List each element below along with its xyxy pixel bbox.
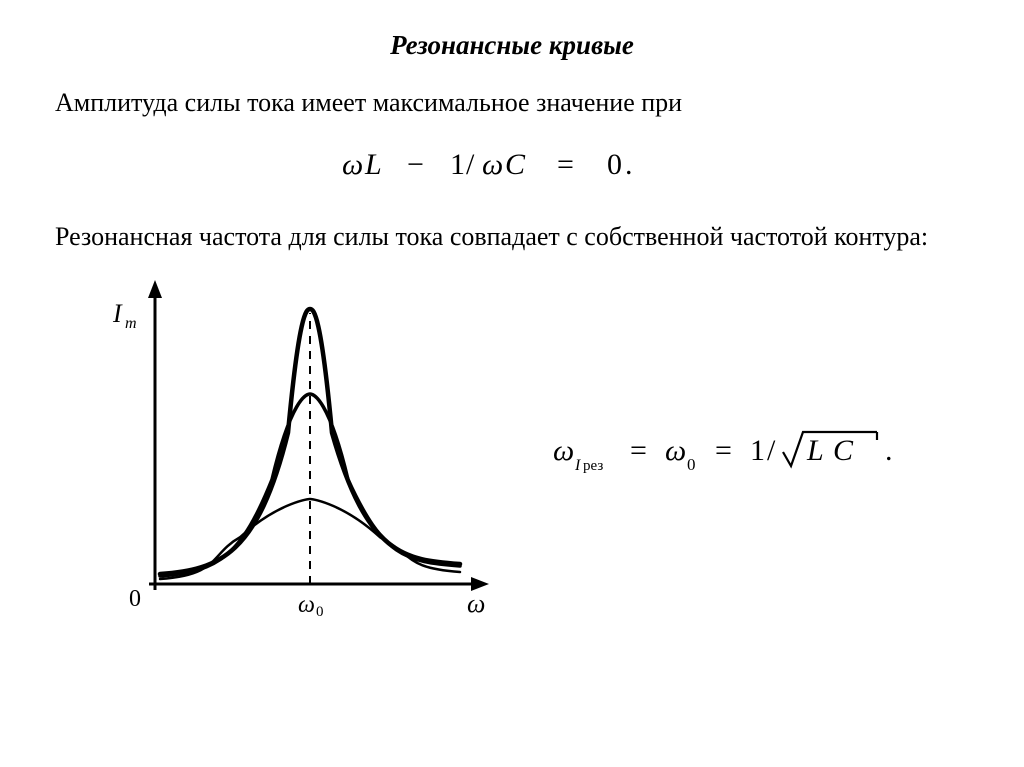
page-title: Резонансные кривые [55,30,969,61]
paragraph-2: Резонансная частота для силы тока совпад… [55,219,969,254]
svg-text:0: 0 [316,604,324,620]
svg-text:ω: ω [482,148,503,181]
equation-1: ωL−1/ωC=0. [332,140,692,188]
svg-text:L: L [806,434,824,467]
svg-text:0: 0 [687,455,696,474]
svg-text:0: 0 [607,148,622,181]
svg-text:0: 0 [129,586,141,612]
svg-text:ω: ω [553,434,574,467]
svg-text:1: 1 [450,148,465,181]
svg-text:L: L [364,148,382,181]
svg-text:/: / [767,434,776,467]
svg-text:m: m [125,315,137,332]
svg-text:−: − [407,148,424,181]
svg-text:I: I [112,299,123,328]
svg-text:=: = [715,434,732,467]
equation-2-container: ωIрез=ω0=1/LC. [515,422,969,487]
svg-text:ω: ω [467,589,485,618]
resonance-graph: 0Imωω0 [55,274,515,634]
svg-text:ω: ω [342,148,363,181]
svg-text:/: / [466,148,475,181]
svg-text:ω: ω [298,592,315,618]
equation-1-container: ωL−1/ωC=0. [55,140,969,193]
svg-text:C: C [833,434,854,467]
svg-text:I: I [574,457,581,474]
svg-text:=: = [557,148,574,181]
svg-text:C: C [505,148,526,181]
svg-text:рез: рез [583,458,603,474]
svg-text:.: . [885,434,893,467]
svg-text:1: 1 [750,434,765,467]
svg-text:ω: ω [665,434,686,467]
svg-text:.: . [625,148,633,181]
equation-2: ωIрез=ω0=1/LC. [545,422,925,482]
svg-text:=: = [630,434,647,467]
paragraph-1: Амплитуда силы тока имеет максимальное з… [55,85,969,120]
